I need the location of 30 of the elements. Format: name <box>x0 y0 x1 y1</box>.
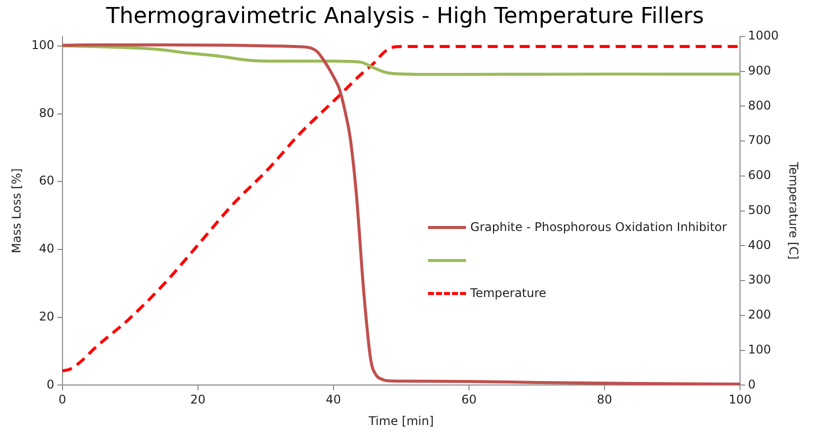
y2-tick-label: 800 <box>748 98 771 112</box>
y-tick-label: 40 <box>39 242 54 256</box>
y-tick-label: 20 <box>39 309 54 324</box>
y-tick-label: 60 <box>39 174 54 188</box>
y2-axis-title: Temperature [C] <box>786 161 801 260</box>
x-tick-label: 0 <box>58 392 66 407</box>
legend-label: Temperature <box>470 286 546 300</box>
y2-tick-label: 600 <box>748 168 771 182</box>
y2-tick-label: 400 <box>748 238 771 252</box>
x-tick-label: 40 <box>326 392 342 407</box>
chart-title: Thermogravimetric Analysis - High Temperature Fillers <box>105 4 704 29</box>
x-tick-label: 20 <box>190 392 206 407</box>
y-tick-label: 0 <box>46 377 54 392</box>
y2-tick-label: 1000 <box>748 28 779 43</box>
x-axis-title: Time [min] <box>368 414 434 428</box>
x-tick-label: 80 <box>596 392 612 407</box>
y-tick-label: 80 <box>39 106 54 120</box>
line-series <box>62 44 740 76</box>
y2-tick-label: 700 <box>748 133 771 148</box>
y2-tick-label: 900 <box>748 63 771 78</box>
x-tick-label: 60 <box>461 392 477 407</box>
y2-tick-label: 100 <box>748 342 771 356</box>
x-tick-label: 100 <box>728 392 752 407</box>
legend-label: Graphite - Phosphorous Oxidation Inhibitor <box>470 220 727 234</box>
y2-tick-label: 500 <box>748 202 771 217</box>
y2-tick-label: 200 <box>748 308 771 322</box>
y2-tick-label: 0 <box>748 377 756 392</box>
y-tick-label: 100 <box>31 38 54 52</box>
y2-tick-label: 300 <box>748 272 771 287</box>
y-axis-title: Mass Loss [%] <box>9 168 24 254</box>
